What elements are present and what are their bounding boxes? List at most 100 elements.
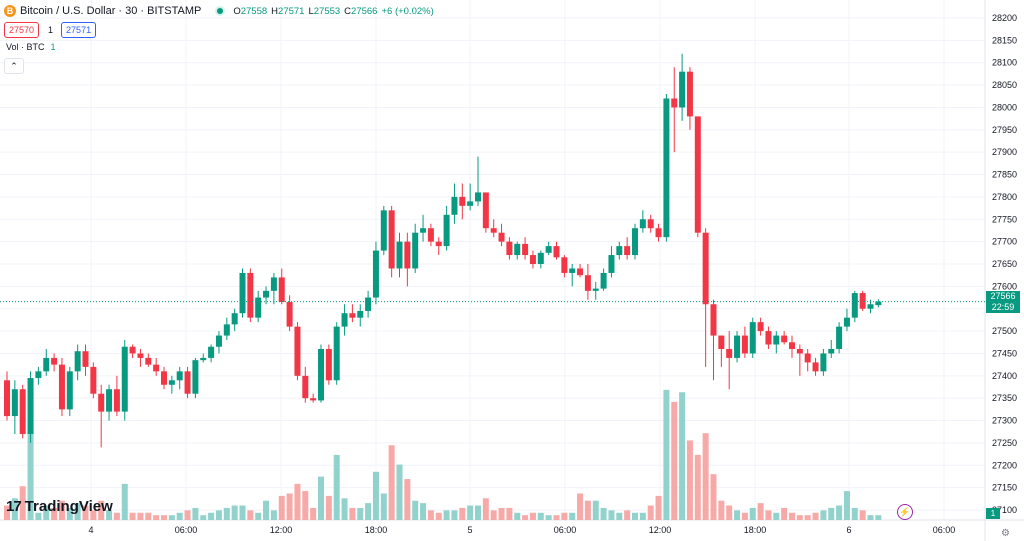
volume-bar (365, 503, 372, 520)
candle-body (561, 257, 568, 273)
chevron-up-icon: ⌃ (10, 60, 18, 71)
candle-body (694, 116, 701, 233)
volume-bar (514, 512, 521, 520)
candle-body (592, 288, 599, 291)
volume-bar (263, 500, 270, 520)
volume-bar (789, 512, 795, 520)
candle-body (545, 246, 552, 253)
settings-gear-icon[interactable]: ⚙ (1001, 528, 1010, 539)
time-tick-label: 06:00 (175, 525, 198, 535)
candle-body (765, 331, 772, 345)
candle-body (208, 346, 215, 358)
open-value: 27558 (240, 5, 268, 17)
volume-bar (380, 493, 387, 520)
volume-label: Vol · BTC (6, 42, 45, 52)
volume-bar (647, 505, 654, 520)
candle-body (851, 293, 858, 318)
volume-bar (145, 512, 152, 520)
candle-body (404, 241, 411, 269)
candle-body (584, 275, 591, 291)
price-tick-label: 28050 (992, 80, 1017, 90)
sell-price-button[interactable]: 27570 (4, 22, 40, 38)
candle-body (357, 310, 364, 318)
volume-bar (372, 471, 379, 520)
candle-body (176, 371, 183, 381)
volume-bar (357, 507, 364, 520)
candle-body (490, 228, 497, 233)
price-tick-label: 28150 (992, 35, 1017, 45)
volume-bar (859, 510, 866, 520)
bar-countdown: 22:59 (991, 301, 1015, 312)
volume-bar (27, 430, 34, 520)
candle-body (616, 246, 623, 256)
candle-body (11, 389, 18, 417)
lightning-icon[interactable]: ⚡ (897, 504, 913, 520)
candle-body (820, 353, 827, 372)
candle-body (498, 232, 505, 242)
tradingview-logo[interactable]: 17 TradingView (6, 498, 113, 515)
candle-body (639, 219, 646, 229)
candle-body (718, 335, 725, 349)
trade-row: 27570 1 27571 (4, 22, 97, 38)
price-tick-label: 27100 (992, 505, 1017, 515)
candle-body (302, 375, 309, 399)
collapse-legend-button[interactable]: ⌃ (4, 58, 24, 74)
candle-body (632, 228, 638, 256)
volume-bar (475, 505, 481, 520)
volume-bar (600, 507, 607, 520)
volume-bar (529, 512, 536, 520)
volume-bar (341, 498, 348, 520)
candle-body (506, 241, 513, 256)
volume-bar (82, 505, 89, 520)
volume-bar (349, 507, 356, 520)
candle-body (318, 348, 324, 401)
price-tick-label: 27750 (992, 214, 1017, 224)
volume-bar (757, 503, 764, 520)
candle-body (749, 322, 756, 354)
volume-bar (616, 512, 623, 520)
buy-price-button[interactable]: 27571 (61, 22, 97, 38)
volume-bar (11, 498, 18, 520)
volume-bar (192, 507, 199, 520)
volume-bar (223, 507, 230, 520)
candle-body (475, 192, 481, 202)
price-tick-label: 27700 (992, 237, 1017, 247)
candle-body (247, 272, 254, 318)
tradingview-logo-icon: 17 (6, 498, 22, 515)
live-dot-icon (215, 6, 226, 16)
candle-body (161, 371, 167, 385)
volume-bar (851, 507, 858, 520)
volume-bar (412, 500, 419, 520)
candle-body (168, 380, 175, 385)
volume-bar (333, 454, 340, 520)
volume-axis-badge: 1 (986, 508, 1000, 519)
volume-bar (545, 515, 552, 520)
volume-bar (843, 491, 850, 520)
candle-body (726, 348, 733, 358)
time-tick-label: 06:00 (933, 525, 956, 535)
candle-body (98, 393, 105, 412)
volume-bar (804, 515, 811, 520)
candle-body (74, 351, 81, 372)
candle-body (255, 297, 262, 318)
price-tick-label: 27500 (992, 326, 1017, 336)
candle-body (796, 348, 803, 354)
volume-bar (867, 515, 874, 520)
volume-bar (781, 507, 788, 520)
last-price-value: 27566 (990, 290, 1016, 301)
price-tick-label: 27400 (992, 371, 1017, 381)
volume-bar (294, 483, 301, 520)
volume-bar (19, 486, 26, 520)
volume-legend[interactable]: Vol · BTC 1 (6, 42, 56, 52)
volume-bar (255, 512, 262, 520)
volume-bar (270, 510, 277, 520)
volume-bar (836, 505, 843, 520)
volume-bar (522, 515, 529, 520)
candle-body (710, 304, 717, 336)
volume-bar (773, 512, 780, 520)
symbol-title[interactable]: Bitcoin / U.S. Dollar · 30 · BITSTAMP (20, 5, 202, 17)
volume-bar (624, 510, 631, 520)
candle-body (27, 378, 34, 434)
volume-bar (561, 512, 568, 520)
